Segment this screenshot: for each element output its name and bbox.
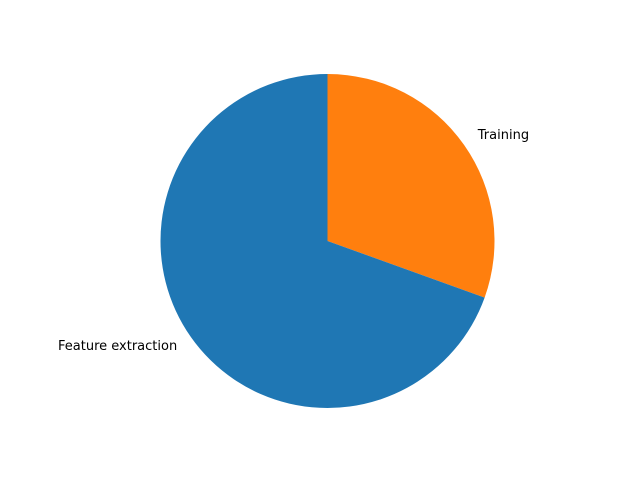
pie-labels: Training Feature extraction — [58, 128, 529, 354]
pie-label-training: Training — [477, 128, 529, 143]
pie-slices — [160, 74, 495, 408]
pie-slice-training — [327, 74, 495, 298]
pie-label-feature-extraction: Feature extraction — [58, 339, 177, 354]
pie-slice-feature-extraction — [160, 74, 485, 408]
